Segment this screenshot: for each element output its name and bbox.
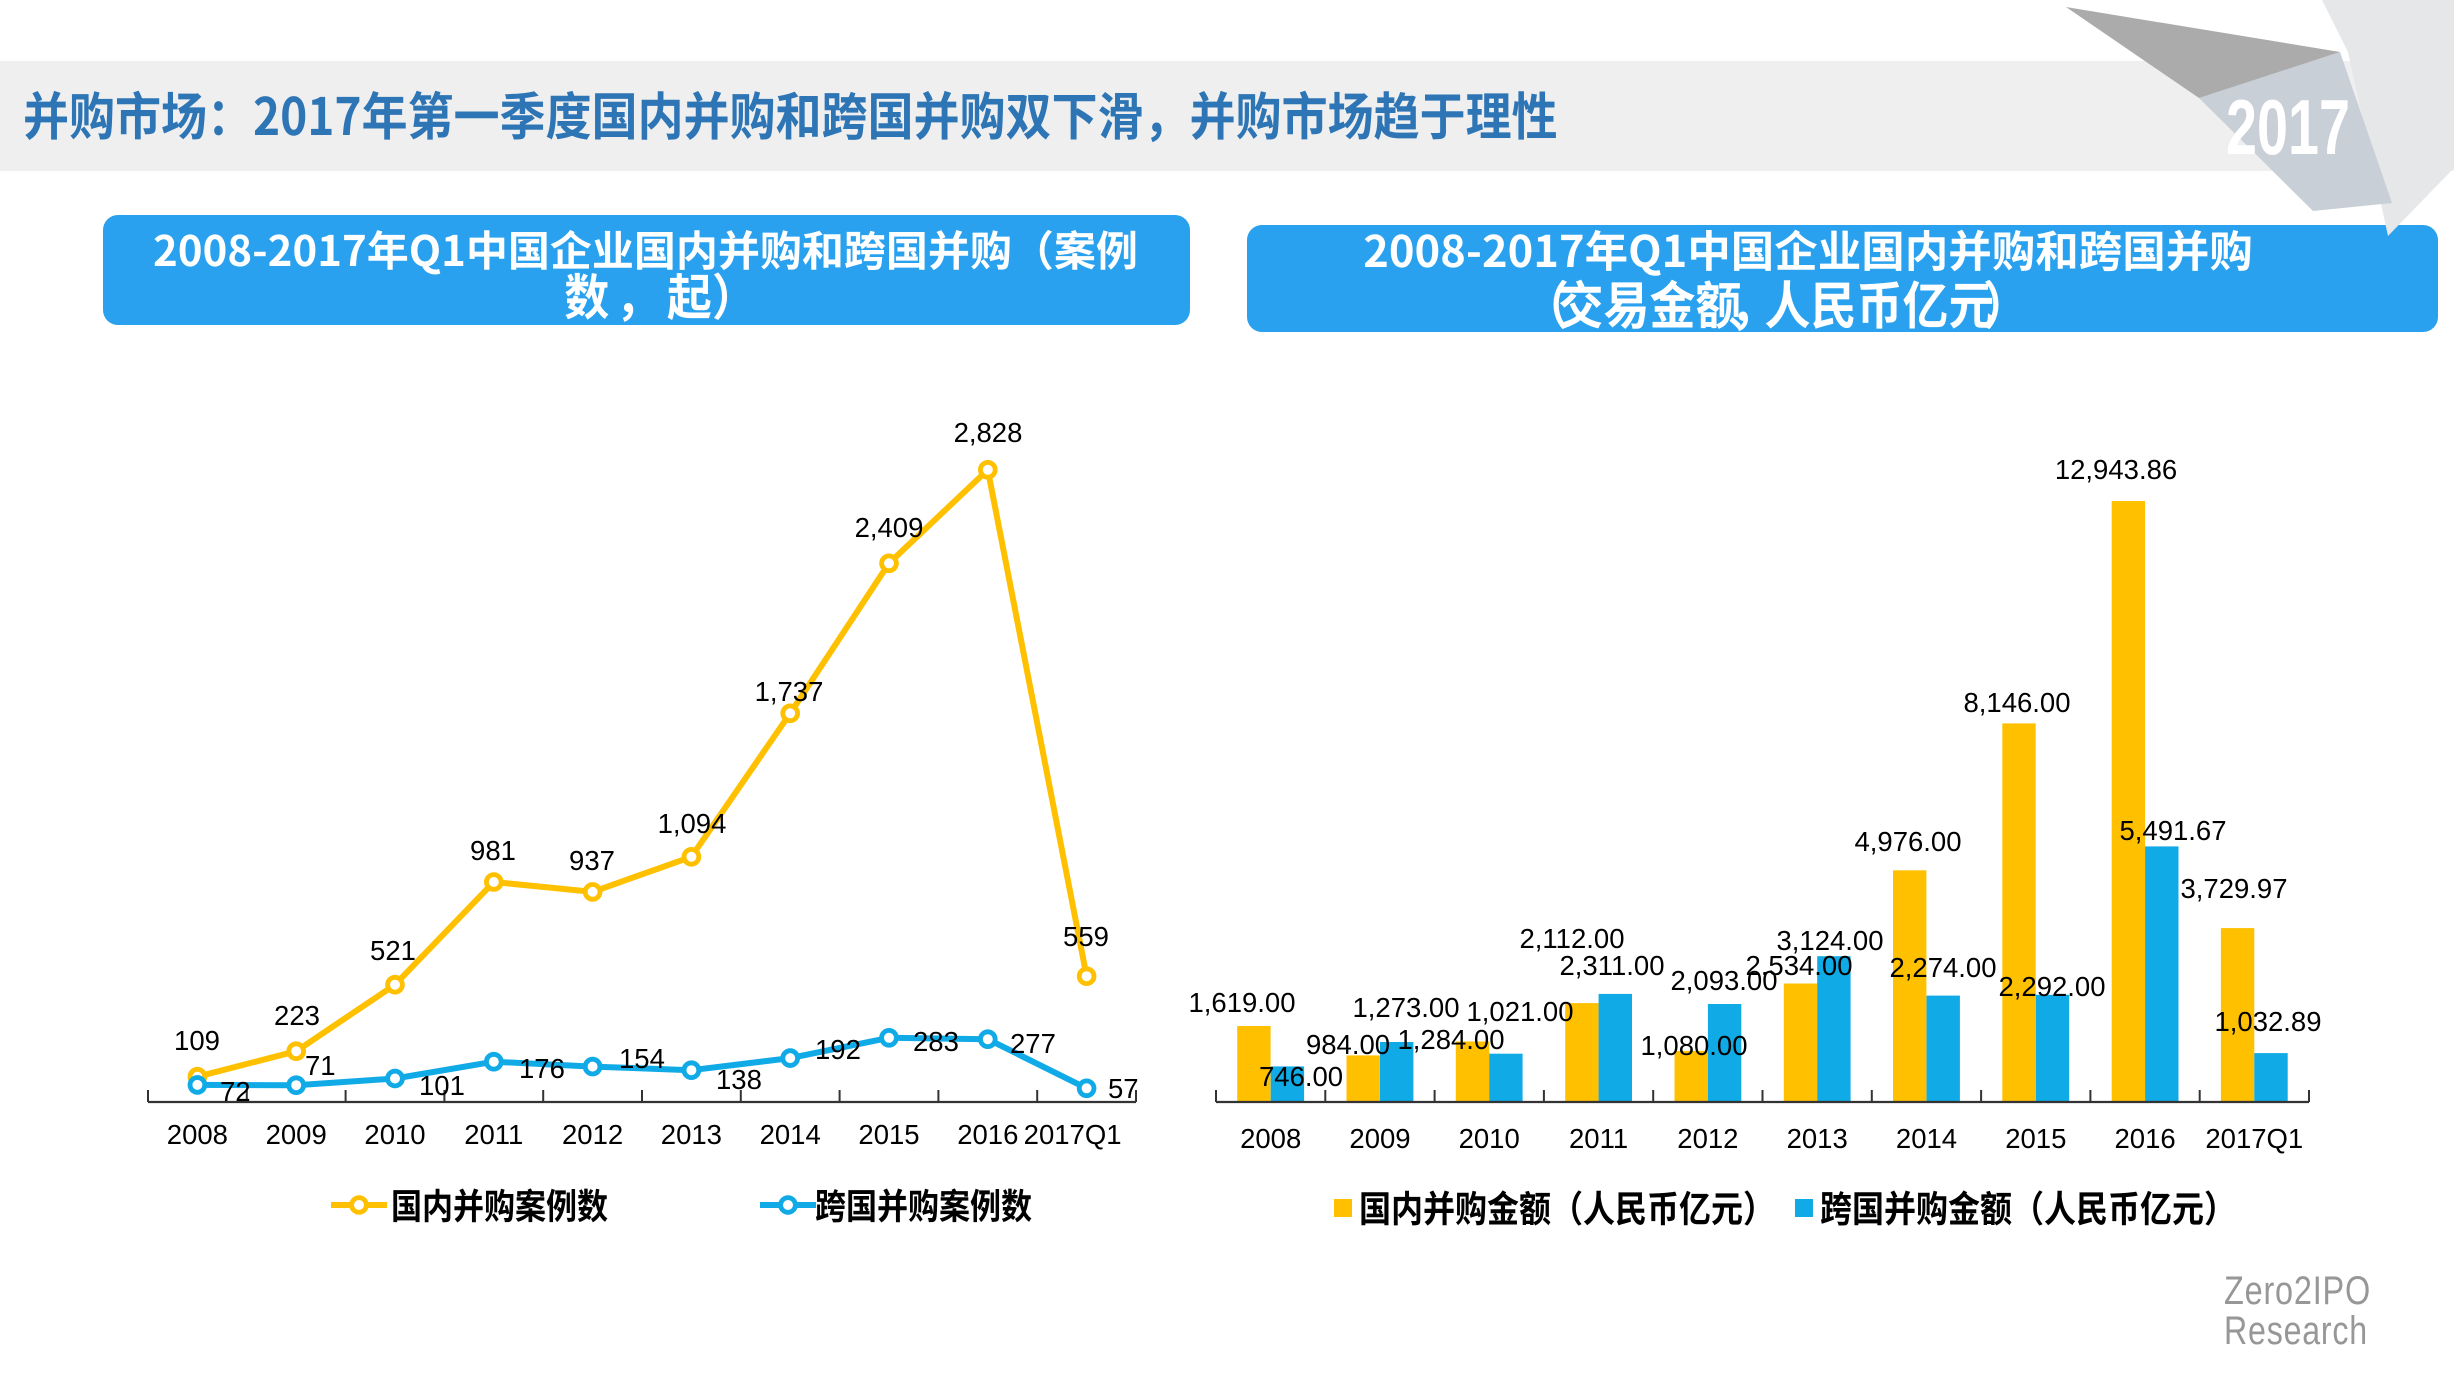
svg-text:1,273.00: 1,273.00 bbox=[1352, 992, 1459, 1023]
svg-text:5,491.67: 5,491.67 bbox=[2119, 815, 2226, 846]
svg-text:2014: 2014 bbox=[760, 1119, 821, 1150]
svg-text:2,112.00: 2,112.00 bbox=[1519, 923, 1624, 954]
svg-text:981: 981 bbox=[470, 835, 516, 866]
svg-text:72: 72 bbox=[220, 1076, 251, 1107]
svg-text:2,828: 2,828 bbox=[954, 417, 1023, 448]
svg-text:57: 57 bbox=[1108, 1073, 1139, 1104]
svg-text:2012: 2012 bbox=[562, 1119, 623, 1150]
svg-text:192: 192 bbox=[815, 1034, 861, 1065]
svg-text:Zero2IPO: Zero2IPO bbox=[2224, 1269, 2371, 1313]
svg-text:2013: 2013 bbox=[661, 1119, 722, 1150]
svg-text:2017: 2017 bbox=[2226, 83, 2350, 171]
svg-text:176: 176 bbox=[519, 1053, 565, 1084]
svg-text:746.00: 746.00 bbox=[1259, 1061, 1343, 1092]
svg-text:2017Q1: 2017Q1 bbox=[2205, 1123, 2303, 1154]
svg-text:2014: 2014 bbox=[1896, 1123, 1957, 1154]
svg-text:559: 559 bbox=[1063, 921, 1109, 952]
svg-text:1,619.00: 1,619.00 bbox=[1188, 987, 1295, 1018]
svg-text:109: 109 bbox=[174, 1025, 220, 1056]
svg-text:2,534.00: 2,534.00 bbox=[1745, 950, 1852, 981]
svg-text:937: 937 bbox=[569, 845, 615, 876]
svg-text:2016: 2016 bbox=[2115, 1123, 2176, 1154]
svg-text:2015: 2015 bbox=[858, 1119, 919, 1150]
svg-text:3,124.00: 3,124.00 bbox=[1776, 925, 1883, 956]
svg-text:1,284.00: 1,284.00 bbox=[1397, 1024, 1504, 1055]
svg-text:2010: 2010 bbox=[1459, 1123, 1520, 1154]
svg-text:71: 71 bbox=[305, 1050, 336, 1081]
svg-text:223: 223 bbox=[274, 1000, 320, 1031]
svg-text:2,093.00: 2,093.00 bbox=[1670, 965, 1777, 996]
svg-text:12,943.86: 12,943.86 bbox=[2055, 454, 2177, 485]
svg-text:2008: 2008 bbox=[167, 1119, 228, 1150]
svg-text:2015: 2015 bbox=[2005, 1123, 2066, 1154]
svg-text:2009: 2009 bbox=[1349, 1123, 1410, 1154]
svg-text:1,032.89: 1,032.89 bbox=[2214, 1006, 2321, 1037]
svg-text:277: 277 bbox=[1010, 1028, 1056, 1059]
svg-text:1,021.00: 1,021.00 bbox=[1466, 996, 1573, 1027]
svg-text:2011: 2011 bbox=[1569, 1123, 1628, 1154]
svg-text:154: 154 bbox=[619, 1043, 665, 1074]
svg-text:2008: 2008 bbox=[1240, 1123, 1301, 1154]
svg-text:2016: 2016 bbox=[957, 1119, 1018, 1150]
svg-text:1,094: 1,094 bbox=[658, 808, 727, 839]
svg-text:521: 521 bbox=[370, 935, 416, 966]
svg-text:138: 138 bbox=[716, 1064, 762, 1095]
svg-text:2,292.00: 2,292.00 bbox=[1998, 971, 2105, 1002]
svg-text:1,737: 1,737 bbox=[755, 676, 824, 707]
svg-text:2,409: 2,409 bbox=[855, 512, 924, 543]
svg-text:2,274.00: 2,274.00 bbox=[1889, 952, 1996, 983]
svg-text:2,311.00: 2,311.00 bbox=[1559, 950, 1664, 981]
svg-text:2009: 2009 bbox=[266, 1119, 327, 1150]
svg-text:4,976.00: 4,976.00 bbox=[1854, 826, 1961, 857]
svg-text:1,080.00: 1,080.00 bbox=[1640, 1030, 1747, 1061]
svg-text:Research: Research bbox=[2224, 1309, 2368, 1353]
svg-text:101: 101 bbox=[419, 1070, 465, 1101]
svg-text:2010: 2010 bbox=[364, 1119, 425, 1150]
svg-text:2011: 2011 bbox=[464, 1119, 523, 1150]
svg-text:3,729.97: 3,729.97 bbox=[2180, 873, 2287, 904]
svg-text:2012: 2012 bbox=[1677, 1123, 1738, 1154]
svg-text:283: 283 bbox=[913, 1026, 959, 1057]
svg-text:2017Q1: 2017Q1 bbox=[1024, 1119, 1122, 1150]
svg-text:2013: 2013 bbox=[1787, 1123, 1848, 1154]
svg-text:8,146.00: 8,146.00 bbox=[1963, 687, 2070, 718]
svg-text:984.00: 984.00 bbox=[1306, 1029, 1390, 1060]
